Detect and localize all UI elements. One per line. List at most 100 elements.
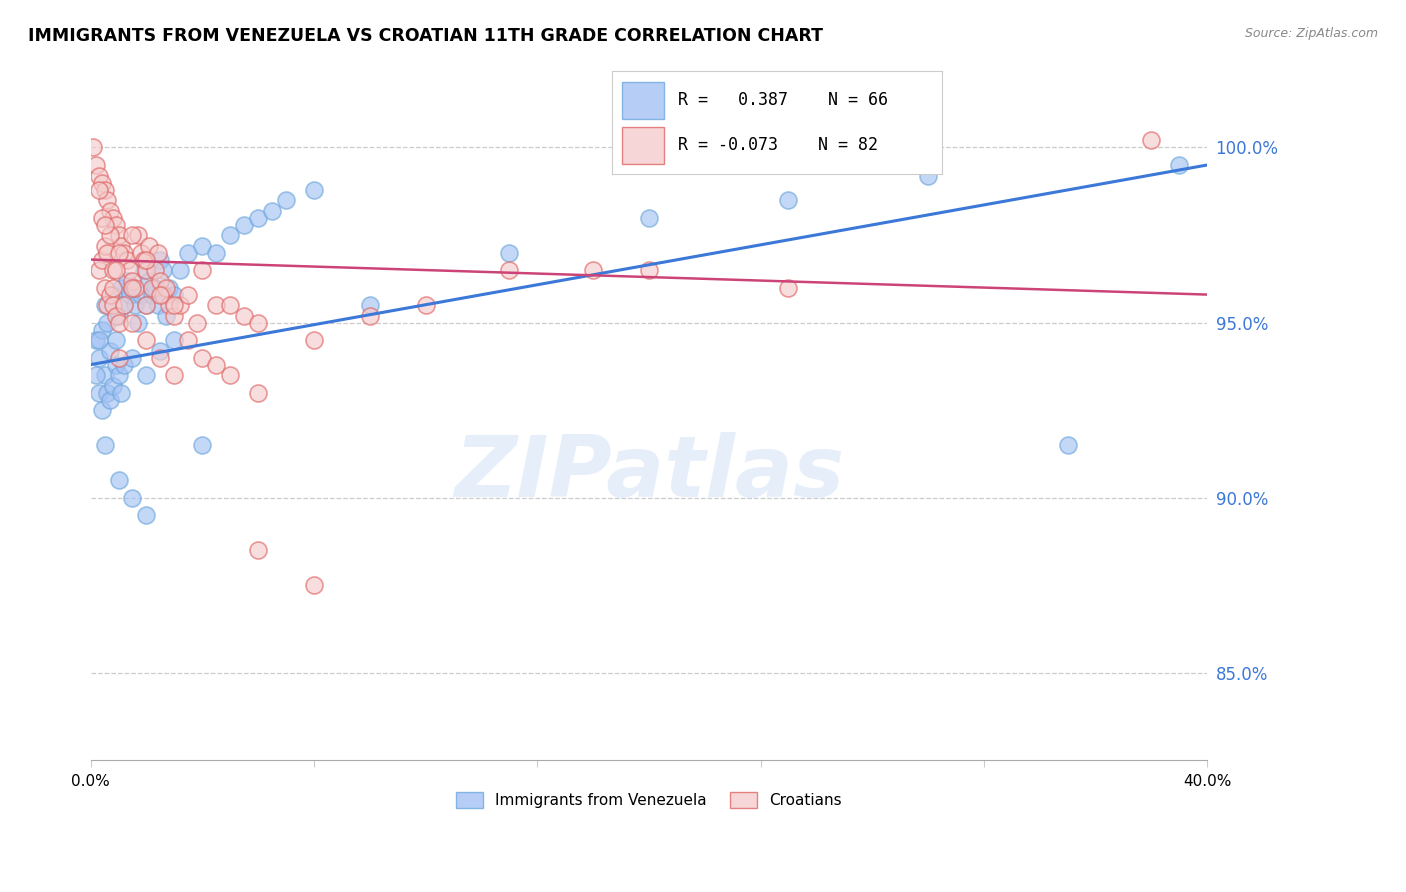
Point — [96, 245, 118, 260]
Point — [107, 309, 129, 323]
Point — [121, 491, 143, 505]
Point — [1140, 133, 1163, 147]
Point — [110, 280, 132, 294]
Point — [129, 245, 152, 260]
Point — [141, 287, 163, 301]
Point — [93, 438, 115, 452]
Point — [107, 351, 129, 365]
Point — [917, 169, 939, 183]
Point — [135, 252, 157, 267]
Point — [101, 280, 124, 294]
Point — [135, 298, 157, 312]
Point — [87, 263, 110, 277]
Point — [205, 358, 228, 372]
Point — [177, 287, 200, 301]
Point — [205, 298, 228, 312]
Point — [152, 263, 174, 277]
Point — [101, 298, 124, 312]
Point — [149, 351, 172, 365]
Point — [96, 385, 118, 400]
Point — [155, 280, 177, 294]
Point — [101, 211, 124, 225]
Point — [233, 309, 256, 323]
Point — [110, 238, 132, 252]
Point — [112, 358, 135, 372]
Point — [121, 228, 143, 243]
Point — [163, 287, 186, 301]
Point — [87, 333, 110, 347]
Point — [498, 263, 520, 277]
Point — [121, 280, 143, 294]
Point — [90, 403, 112, 417]
Point — [90, 211, 112, 225]
Point — [359, 309, 381, 323]
Point — [302, 333, 325, 347]
Point — [101, 287, 124, 301]
Point — [104, 358, 127, 372]
Point — [93, 280, 115, 294]
Point — [163, 309, 186, 323]
Point — [247, 385, 270, 400]
Point — [90, 323, 112, 337]
Point — [112, 245, 135, 260]
Point — [132, 252, 155, 267]
Text: ZIPatlas: ZIPatlas — [454, 432, 844, 515]
Point — [112, 298, 135, 312]
Point — [157, 280, 180, 294]
Point — [138, 238, 160, 252]
Text: IMMIGRANTS FROM VENEZUELA VS CROATIAN 11TH GRADE CORRELATION CHART: IMMIGRANTS FROM VENEZUELA VS CROATIAN 11… — [28, 27, 823, 45]
Point — [104, 333, 127, 347]
Point — [87, 182, 110, 196]
Point — [169, 263, 191, 277]
Text: R = -0.073    N = 82: R = -0.073 N = 82 — [678, 136, 877, 154]
Point — [163, 368, 186, 383]
Point — [191, 263, 214, 277]
Point — [98, 287, 121, 301]
Text: Source: ZipAtlas.com: Source: ZipAtlas.com — [1244, 27, 1378, 40]
Point — [104, 263, 127, 277]
Point — [638, 211, 661, 225]
Point — [101, 263, 124, 277]
Point — [155, 309, 177, 323]
Point — [118, 287, 141, 301]
Point — [112, 298, 135, 312]
Point — [582, 263, 605, 277]
Point — [132, 263, 155, 277]
Legend: Immigrants from Venezuela, Croatians: Immigrants from Venezuela, Croatians — [450, 786, 848, 814]
Point — [121, 351, 143, 365]
Point — [135, 298, 157, 312]
Point — [93, 238, 115, 252]
Bar — [621, 81, 665, 119]
Point — [135, 508, 157, 523]
Point — [778, 280, 800, 294]
Point — [98, 203, 121, 218]
Point — [778, 193, 800, 207]
Point — [93, 368, 115, 383]
Point — [219, 298, 242, 312]
Point — [124, 298, 146, 312]
Point — [84, 368, 107, 383]
Point — [98, 392, 121, 407]
Point — [87, 169, 110, 183]
Point — [138, 274, 160, 288]
Point — [149, 287, 172, 301]
Point — [118, 263, 141, 277]
Point — [163, 333, 186, 347]
Point — [96, 298, 118, 312]
Point — [124, 280, 146, 294]
Point — [135, 368, 157, 383]
Point — [87, 385, 110, 400]
Point — [127, 228, 149, 243]
Point — [121, 316, 143, 330]
Point — [149, 343, 172, 358]
Point — [96, 193, 118, 207]
Point — [359, 298, 381, 312]
Point — [84, 333, 107, 347]
Point — [98, 343, 121, 358]
Point — [96, 316, 118, 330]
Point — [98, 228, 121, 243]
Point — [90, 176, 112, 190]
Point — [107, 368, 129, 383]
Point — [247, 211, 270, 225]
Point — [163, 298, 186, 312]
